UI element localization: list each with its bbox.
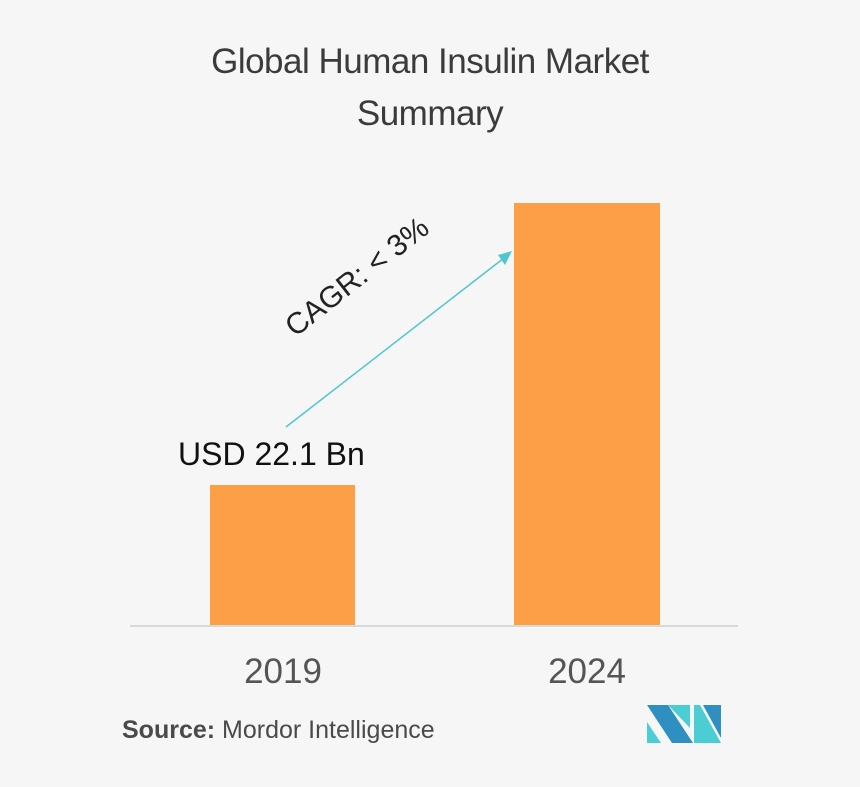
x-tick-2019: 2019 <box>244 652 322 691</box>
x-axis-line <box>130 625 738 627</box>
bar-2024 <box>514 203 660 625</box>
chart-title: Global Human Insulin Market Summary <box>0 36 860 140</box>
value-label-2019: USD 22.1 Bn <box>178 436 365 472</box>
bar-2019 <box>210 485 355 625</box>
source-note: Source: Mordor Intelligence <box>122 716 435 745</box>
title-line-2: Summary <box>356 94 504 133</box>
title-line-1: Global Human Insulin Market <box>211 42 649 81</box>
source-name: Mordor Intelligence <box>222 716 435 744</box>
source-prefix: Source: <box>122 716 216 744</box>
x-tick-2024: 2024 <box>548 652 626 691</box>
